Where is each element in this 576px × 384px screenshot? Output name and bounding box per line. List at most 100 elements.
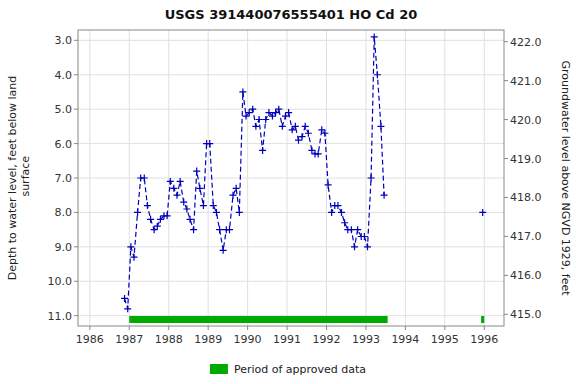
y-grid-line	[78, 246, 504, 247]
data-marker	[131, 254, 138, 261]
data-marker	[318, 126, 325, 133]
data-marker	[233, 185, 240, 192]
x-tick	[129, 326, 130, 330]
legend: Period of approved data	[210, 363, 366, 376]
data-marker	[299, 133, 306, 140]
y2-tick-label: 416.0	[510, 269, 542, 282]
y-tick-label: 6.0	[55, 138, 73, 151]
y-tick	[74, 246, 78, 247]
data-marker	[134, 209, 141, 216]
x-tick	[247, 326, 248, 330]
data-marker	[193, 168, 200, 175]
data-marker	[282, 113, 289, 120]
data-marker	[147, 216, 154, 223]
y2-tick	[504, 197, 508, 198]
data-marker	[279, 123, 286, 130]
x-tick	[484, 326, 485, 330]
x-tick-label: 1990	[234, 333, 262, 346]
data-marker	[361, 233, 368, 240]
data-marker	[302, 123, 309, 130]
data-marker	[259, 147, 266, 154]
y-tick	[74, 212, 78, 213]
data-marker	[364, 243, 371, 250]
x-tick-label: 1988	[155, 333, 183, 346]
data-marker	[177, 178, 184, 185]
data-marker	[338, 209, 345, 216]
data-marker	[213, 209, 220, 216]
y-tick-label: 11.0	[48, 310, 73, 323]
y-tick-label: 10.0	[48, 275, 73, 288]
data-marker	[308, 147, 315, 154]
data-marker	[167, 178, 174, 185]
y2-tick-label: 417.0	[510, 230, 542, 243]
x-axis: 1986198719881989199019911992199319941995…	[76, 326, 498, 346]
y2-axis-label: Groundwater level above NGVD 1929, feet	[559, 60, 572, 296]
x-tick	[444, 326, 445, 330]
y-tick-label: 5.0	[55, 103, 73, 116]
y2-tick-label: 418.0	[510, 191, 542, 204]
data-marker	[206, 140, 213, 147]
data-marker	[351, 243, 358, 250]
data-marker	[144, 202, 151, 209]
y-grid-line	[78, 212, 504, 213]
data-marker	[180, 199, 187, 206]
y2-tick	[504, 41, 508, 42]
data-marker	[216, 226, 223, 233]
data-marker	[141, 175, 148, 182]
data-marker	[334, 202, 341, 209]
y2-tick	[504, 80, 508, 81]
data-marker	[265, 109, 272, 116]
x-tick-label: 1992	[313, 333, 341, 346]
plot-area	[121, 33, 486, 323]
data-marker	[220, 247, 227, 254]
y-tick	[74, 74, 78, 75]
data-marker	[236, 209, 243, 216]
x-tick	[287, 326, 288, 330]
y-axis: 3.04.05.06.07.08.09.010.011.0	[48, 34, 79, 322]
data-marker	[154, 223, 161, 230]
data-marker	[292, 123, 299, 130]
y-tick	[74, 178, 78, 179]
x-tick	[405, 326, 406, 330]
x-tick-label: 1996	[470, 333, 498, 346]
legend-label: Period of approved data	[234, 363, 366, 376]
y-tick-label: 9.0	[55, 241, 73, 254]
y-tick-label: 3.0	[55, 34, 73, 47]
data-marker	[243, 113, 250, 120]
x-tick-label: 1993	[352, 333, 380, 346]
data-marker	[275, 106, 282, 113]
approved-period-bar	[129, 316, 387, 323]
title: USGS 391440076555401 HO Cd 20	[165, 7, 418, 22]
data-marker	[196, 185, 203, 192]
data-marker	[246, 109, 253, 116]
y2-tick-label: 421.0	[510, 75, 542, 88]
data-marker	[325, 181, 332, 188]
data-marker	[170, 185, 177, 192]
data-marker	[269, 113, 276, 120]
y-tick	[74, 315, 78, 316]
data-marker	[210, 202, 217, 209]
y-tick	[74, 40, 78, 41]
data-marker	[164, 212, 171, 219]
data-marker	[174, 192, 181, 199]
y-tick-label: 7.0	[55, 172, 73, 185]
data-marker	[377, 123, 384, 130]
data-marker	[252, 123, 259, 130]
y-tick-label: 8.0	[55, 206, 73, 219]
grid	[78, 30, 504, 326]
data-marker	[256, 116, 263, 123]
legend-swatch	[210, 364, 228, 374]
data-marker	[239, 88, 246, 95]
data-marker	[151, 226, 158, 233]
y2-tick	[504, 236, 508, 237]
y2-tick-label: 420.0	[510, 114, 542, 127]
data-marker	[381, 192, 388, 199]
y2-tick-label: 422.0	[510, 36, 542, 49]
data-marker	[124, 305, 131, 312]
x-tick-label: 1989	[194, 333, 222, 346]
data-marker	[374, 71, 381, 78]
y-grid-line	[78, 143, 504, 144]
x-tick-label: 1991	[273, 333, 301, 346]
data-marker	[354, 226, 361, 233]
data-marker	[230, 192, 237, 199]
